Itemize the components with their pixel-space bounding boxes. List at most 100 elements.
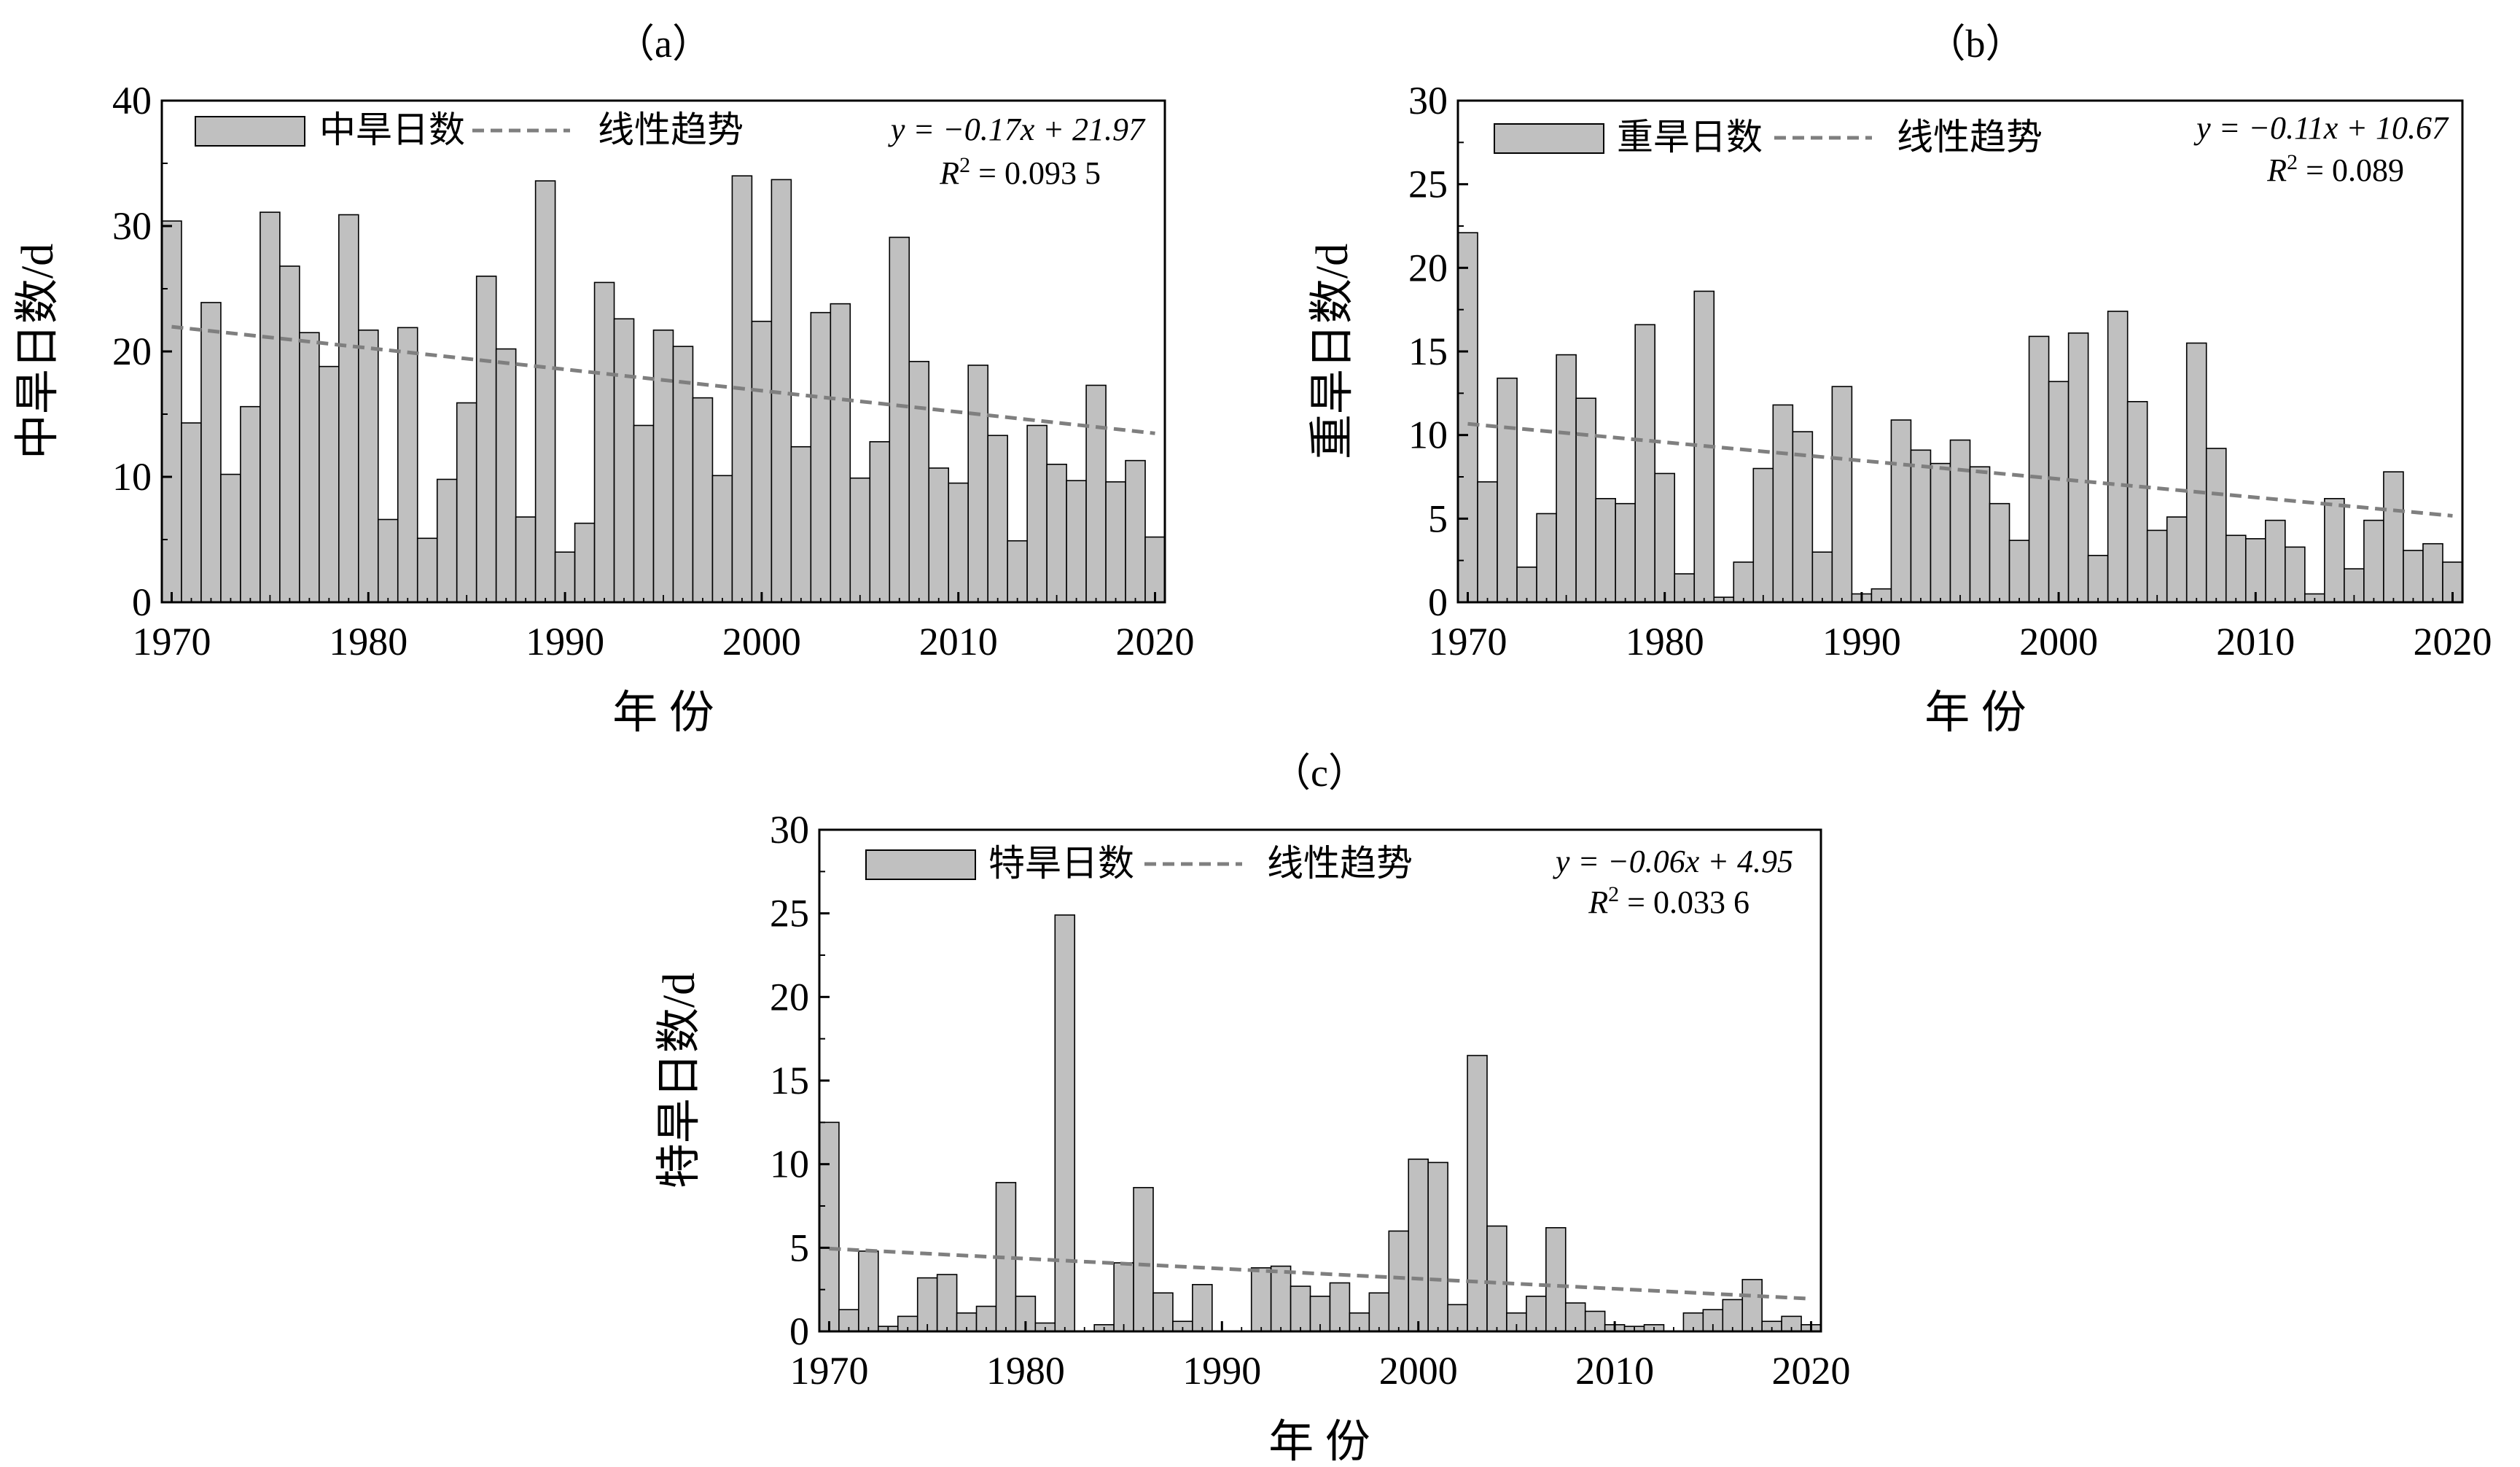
bar-2006: [2166, 516, 2188, 603]
y-tick-label: 10: [112, 455, 152, 499]
bar-1987: [1792, 431, 1814, 603]
r-squared-symbol: R: [939, 155, 959, 191]
bar-1994: [1290, 1285, 1311, 1332]
bar-1996: [1329, 1282, 1351, 1332]
bar-2012: [987, 435, 1008, 603]
x-tick-label: 1980: [329, 620, 407, 664]
bar-2016: [1066, 480, 1087, 603]
bar-1973: [1516, 567, 1537, 603]
bar-2007: [1545, 1227, 1567, 1332]
bar-2017: [2383, 471, 2404, 603]
legend-trend-label: 线性趋势: [598, 109, 744, 150]
trend-line: [171, 324, 1155, 435]
bar-2002: [1447, 1304, 1468, 1332]
y-tick-label: 10: [1408, 413, 1448, 457]
y-tick-label: 0: [789, 1310, 809, 1353]
bar-1994: [1930, 462, 1951, 603]
bar-2008: [2205, 448, 2227, 603]
bar-1981: [377, 518, 399, 603]
bar-1985: [1113, 1262, 1134, 1332]
r-squared-exponent: 2: [959, 153, 970, 177]
x-tick-label: 2010: [919, 620, 998, 664]
bar-1997: [1989, 502, 2010, 603]
bar-2003: [2107, 311, 2129, 603]
bar-2008: [908, 360, 930, 603]
bar-2019: [2422, 542, 2443, 603]
y-tick-label: 20: [1408, 246, 1448, 289]
bar-2004: [2126, 400, 2148, 603]
bar-1974: [240, 405, 261, 603]
bar-2010: [2244, 538, 2266, 603]
bar-1971: [1477, 481, 1498, 603]
bar-2004: [830, 303, 851, 603]
bar-2014: [1026, 424, 1048, 603]
bar-2014: [2324, 498, 2345, 603]
bar-2000: [751, 320, 773, 603]
bar-1985: [456, 402, 477, 603]
legend-bar-swatch: [865, 849, 976, 880]
bar-1986: [475, 275, 497, 603]
bar-2007: [2185, 342, 2207, 603]
bar-1988: [1811, 551, 1833, 603]
y-tick-label: 20: [770, 975, 809, 1019]
bar-1979: [338, 214, 359, 603]
y-tick-label: 0: [132, 580, 152, 624]
x-tick-label: 2010: [1575, 1349, 1654, 1393]
bar-1976: [279, 265, 300, 603]
bar-1992: [593, 281, 615, 603]
bar-1979: [1634, 324, 1655, 603]
x-tick-label: 1980: [1626, 620, 1704, 664]
r-squared-line: R2 = 0.089: [2266, 150, 2404, 189]
y-axis-title: 重旱日数/d: [1308, 244, 1357, 459]
r-squared-value: = 0.093 5: [970, 155, 1101, 191]
bar-2003: [810, 311, 832, 603]
bar-1977: [1595, 498, 1616, 603]
bar-1997: [692, 397, 714, 603]
r-squared-line: R2 = 0.093 5: [939, 153, 1101, 192]
chart-panel-a: （a） 0 10 20 30 40 1970 1980 1990 2000 2010 2020 年 份 中…: [13, 22, 1195, 738]
bar-1992: [1250, 1267, 1272, 1332]
x-tick-label: 1990: [1182, 1349, 1261, 1393]
y-tick-label: 15: [770, 1059, 809, 1102]
regression-equation: y = −0.17x + 21.97: [888, 112, 1146, 147]
bar-1991: [574, 522, 596, 603]
x-tick-label: 2010: [2216, 620, 2295, 664]
legend-bar-label: 重旱日数: [1617, 117, 1763, 157]
bar-1971: [181, 422, 202, 603]
bar-1982: [1054, 914, 1076, 1332]
bar-2008: [1564, 1302, 1586, 1332]
bar-2012: [2285, 546, 2306, 603]
bar-2004: [1486, 1225, 1507, 1332]
y-tick-label: 20: [112, 330, 152, 373]
bar-1984: [436, 478, 458, 603]
bar-2000: [1408, 1158, 1429, 1332]
bar-2006: [1526, 1296, 1547, 1332]
y-axis-title: 特旱日数/d: [655, 973, 704, 1188]
y-tick-label: 25: [1408, 163, 1448, 206]
bar-1989: [1831, 386, 1853, 603]
bar-1993: [1270, 1265, 1292, 1332]
bar-1970: [1457, 232, 1478, 603]
bar-1975: [1556, 354, 1577, 603]
bar-1987: [495, 348, 517, 603]
bar-2007: [889, 236, 910, 603]
x-tick-label: 1980: [986, 1349, 1065, 1393]
trend-line: [829, 1246, 1811, 1301]
x-tick-label: 2000: [1379, 1349, 1458, 1393]
bar-1974: [1536, 513, 1557, 603]
bar-1982: [397, 327, 418, 603]
bar-2017: [1085, 384, 1107, 603]
chart-panel-c: （c） 0 5 10 15 20 25 30 1970 1980 1990 2000 2010 2020 年…: [655, 751, 1851, 1467]
bar-1986: [1772, 404, 1794, 603]
bar-1978: [319, 365, 340, 603]
x-axis-title: 年 份: [1268, 1417, 1370, 1467]
x-tick-label: 2020: [2413, 620, 2492, 664]
x-tick-label: 2020: [1772, 1349, 1851, 1393]
bar-1978: [1615, 502, 1636, 603]
bar-1996: [1969, 466, 1991, 603]
y-tick-label: 30: [1408, 79, 1448, 122]
bar-2015: [1046, 463, 1067, 603]
r-squared-symbol: R: [2266, 152, 2287, 188]
bar-2010: [948, 482, 969, 603]
bar-2006: [869, 441, 891, 603]
